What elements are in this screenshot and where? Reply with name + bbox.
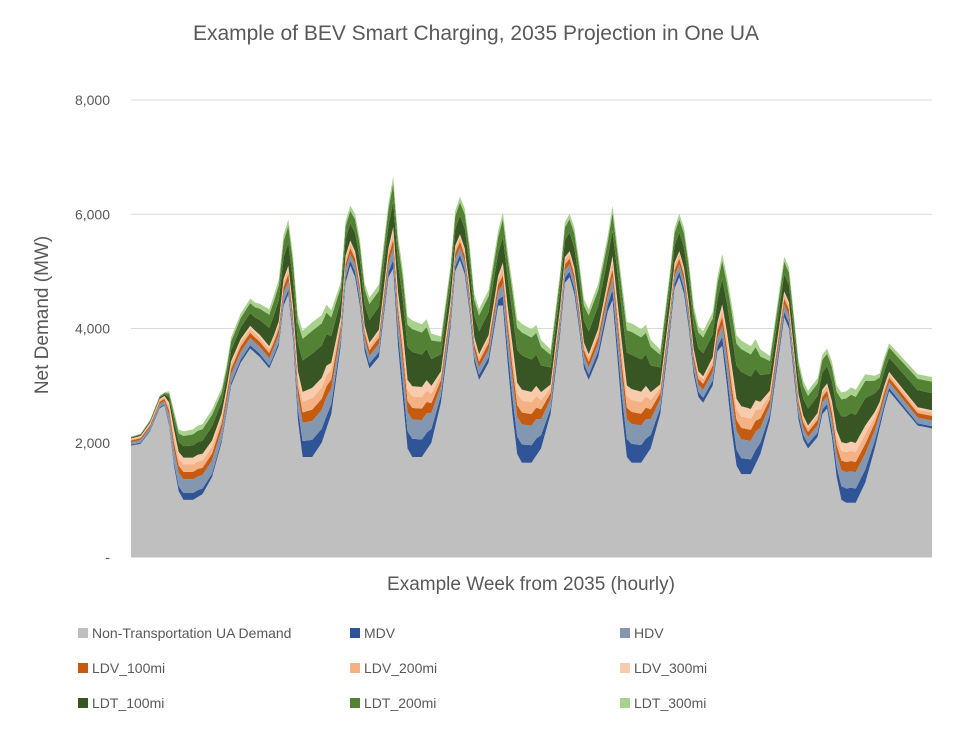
y-tick-label: 8,000	[75, 92, 110, 108]
legend-entry-ldt-100mi: LDT_100mi	[78, 695, 164, 711]
legend-entry-hdv: HDV	[620, 625, 664, 641]
legend-swatch	[620, 628, 630, 638]
legend-label: LDV_100mi	[92, 660, 165, 676]
legend-label: LDT_300mi	[634, 695, 706, 711]
legend-entry-mdv: MDV	[350, 625, 396, 641]
y-tick-label: 6,000	[75, 206, 110, 222]
area-series-hdv	[131, 247, 932, 494]
area-series-non-transportation-ua-demand	[131, 259, 932, 557]
legend-swatch	[78, 698, 88, 708]
legend-entry-ldt-300mi: LDT_300mi	[620, 695, 706, 711]
legend-entry-ldv-300mi: LDV_300mi	[620, 660, 707, 676]
legend-swatch	[350, 628, 360, 638]
legend-label: LDT_200mi	[364, 695, 436, 711]
legend-swatch	[350, 698, 360, 708]
legend-swatch	[78, 663, 88, 673]
legend-label: LDV_300mi	[634, 660, 707, 676]
y-tick-label: 4,000	[75, 321, 110, 337]
legend-label: Non-Transportation UA Demand	[92, 625, 291, 641]
legend-label: HDV	[634, 625, 664, 641]
legend-entry-non-transportation-ua-demand: Non-Transportation UA Demand	[78, 625, 291, 641]
legend-swatch	[78, 628, 88, 638]
y-tick-label: -	[105, 549, 110, 565]
legend-entry-ldv-200mi: LDV_200mi	[350, 660, 437, 676]
area-series-ldv-100mi	[131, 239, 932, 480]
legend-swatch	[620, 663, 630, 673]
y-tick-label: 2,000	[75, 435, 110, 451]
legend-label: LDT_100mi	[92, 695, 164, 711]
legend-swatch	[620, 698, 630, 708]
legend-entry-ldv-100mi: LDV_100mi	[78, 660, 165, 676]
area-series-layer	[131, 176, 932, 557]
y-axis-title: Net Demand (MW)	[32, 236, 53, 394]
legend-swatch	[350, 663, 360, 673]
chart-title: Example of BEV Smart Charging, 2035 Proj…	[193, 22, 759, 45]
legend: Non-Transportation UA Demand MDV HDV LDV_10…	[78, 625, 707, 711]
legend-entry-ldt-200mi: LDT_200mi	[350, 695, 436, 711]
area-series-mdv	[131, 254, 932, 503]
y-tick-labels: - 2,000 4,000 6,000 8,000	[75, 92, 110, 565]
legend-label: LDV_200mi	[364, 660, 437, 676]
area-series-ldt-100mi	[131, 201, 932, 458]
x-axis-title: Example Week from 2035 (hourly)	[387, 574, 675, 595]
area-series-ldt-200mi	[131, 183, 932, 447]
legend-label: MDV	[364, 625, 396, 641]
